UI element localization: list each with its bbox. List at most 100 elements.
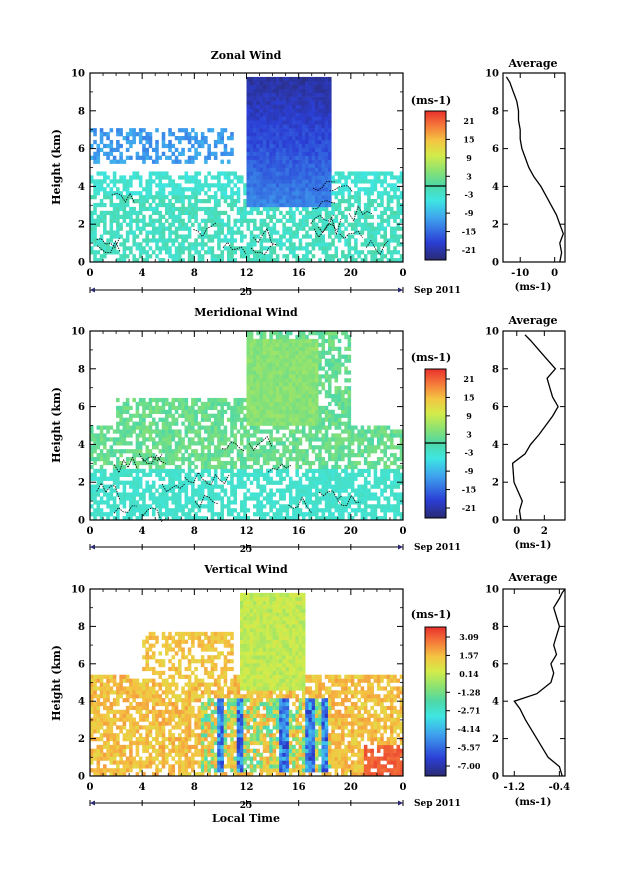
- heatmap-cell: [213, 139, 218, 145]
- heatmap-cell: [187, 409, 192, 414]
- heatmap-cell: [282, 143, 286, 149]
- heatmap-cell: [285, 445, 290, 450]
- heatmap-cell: [158, 258, 163, 263]
- heatmap-cell: [295, 136, 299, 141]
- heatmap-cell: [171, 202, 176, 208]
- heatmap-cell: [311, 199, 316, 204]
- heatmap-cell: [357, 206, 361, 212]
- heatmap-cell: [318, 350, 322, 355]
- heatmap-cell: [344, 397, 348, 403]
- heatmap-cell: [285, 374, 290, 379]
- heatmap-cell: [370, 254, 374, 259]
- heatmap-cell: [191, 409, 195, 414]
- heatmap-cell: [90, 175, 94, 180]
- heatmap-cell: [145, 230, 149, 235]
- heatmap-cell: [269, 358, 273, 363]
- heatmap-cell: [298, 394, 303, 399]
- heatmap-cell: [389, 433, 394, 438]
- heatmap-cell: [239, 246, 244, 251]
- heatmap-cell: [197, 496, 202, 501]
- heatmap-cell: [112, 441, 117, 446]
- heatmap-cell: [194, 183, 198, 188]
- heatmap-cell: [174, 195, 179, 200]
- heatmap-cell: [158, 187, 163, 192]
- heatmap-cell: [223, 191, 228, 196]
- heatmap-cell: [259, 421, 264, 426]
- heatmap-cell: [142, 187, 146, 192]
- heatmap-cell: [171, 433, 176, 438]
- heatmap-cell: [253, 397, 257, 403]
- heatmap-cell: [321, 421, 326, 426]
- heatmap-cell: [389, 234, 394, 239]
- heatmap-cell: [279, 492, 283, 497]
- heatmap-cell: [272, 401, 277, 407]
- heatmap-cell: [135, 504, 140, 509]
- heatmap-cell: [116, 143, 120, 149]
- heatmap-cell: [135, 214, 140, 219]
- heatmap-cell: [249, 425, 254, 430]
- heatmap-cell: [298, 147, 303, 153]
- heatmap-cell: [275, 382, 280, 387]
- heatmap-cell: [256, 508, 260, 513]
- heatmap-cell: [256, 96, 260, 101]
- heatmap-cell: [112, 480, 117, 485]
- heatmap-cell: [279, 76, 283, 82]
- heatmap-cell: [380, 433, 384, 438]
- heatmap-cell: [288, 242, 293, 247]
- heatmap-cell: [282, 394, 286, 399]
- heatmap-cell: [344, 405, 348, 411]
- heatmap-cell: [158, 417, 163, 422]
- heatmap-cell: [116, 202, 120, 208]
- heatmap-cell: [262, 382, 267, 387]
- heatmap-cell: [305, 512, 309, 517]
- heatmap-cell: [275, 417, 280, 422]
- heatmap-cell: [171, 218, 176, 223]
- heatmap-cell: [360, 484, 365, 489]
- heatmap-cell: [363, 179, 368, 184]
- heatmap-cell: [262, 76, 267, 82]
- heatmap-cell: [246, 409, 251, 414]
- heatmap-cell: [155, 421, 159, 426]
- heatmap-cell: [249, 472, 254, 477]
- heatmap-cell: [168, 401, 172, 407]
- heatmap-cell: [380, 437, 384, 442]
- heatmap-cell: [93, 222, 97, 227]
- heatmap-cell: [213, 405, 218, 411]
- heatmap-cell: [99, 242, 104, 247]
- heatmap-cell: [298, 512, 303, 517]
- heatmap-cell: [324, 175, 329, 180]
- heatmap-cell: [347, 457, 352, 462]
- heatmap-cell: [347, 504, 352, 509]
- heatmap-cell: [350, 437, 355, 442]
- heatmap-cell: [328, 342, 332, 348]
- heatmap-cell: [285, 346, 290, 351]
- heatmap-cell: [138, 254, 143, 259]
- heatmap-cell: [344, 175, 348, 180]
- heatmap-cell: [285, 112, 290, 117]
- panel-zonal-wind: Zonal Wind Height (km) 0 4 8 12 16 20 0 024681…: [50, 49, 566, 298]
- heatmap-cell: [269, 226, 273, 231]
- heatmap-cell: [318, 334, 322, 340]
- heatmap-cell: [138, 484, 143, 489]
- heatmap-cell: [393, 476, 397, 481]
- heatmap-cell: [272, 155, 277, 160]
- heatmap-cell: [269, 246, 273, 251]
- heatmap-cell: [116, 230, 120, 235]
- heatmap-cell: [191, 421, 195, 426]
- heatmap-cell: [311, 214, 316, 219]
- heatmap-cell: [116, 191, 120, 196]
- heatmap-cell: [90, 238, 94, 243]
- heatmap-cell: [151, 179, 156, 184]
- heatmap-cell: [298, 496, 303, 501]
- heatmap-cell: [256, 191, 260, 196]
- heatmap-cell: [288, 163, 293, 168]
- heatmap-cell: [155, 433, 159, 438]
- heatmap-cell: [308, 124, 313, 129]
- heatmap-cell: [308, 374, 313, 379]
- heatmap-cell: [217, 242, 221, 247]
- heatmap-cell: [275, 206, 280, 212]
- heatmap-cell: [311, 124, 316, 129]
- heatmap-cell: [363, 429, 368, 434]
- heatmap-cell: [239, 437, 244, 442]
- heatmap-cell: [275, 258, 280, 263]
